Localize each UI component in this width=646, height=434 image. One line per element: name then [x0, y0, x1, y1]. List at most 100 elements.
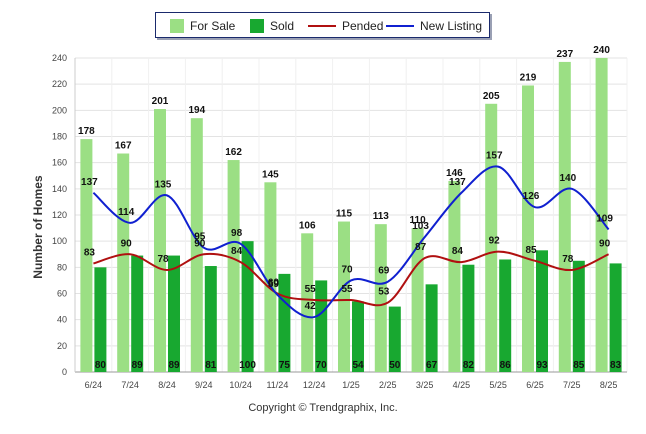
y-tick-label: 20: [57, 341, 67, 351]
bar-for-sale: [227, 160, 240, 372]
copyright-text: Copyright © Trendgraphix, Inc.: [248, 402, 398, 414]
bar-for-sale: [154, 109, 166, 373]
data-label-sold: 80: [95, 360, 107, 371]
data-label-sold: 89: [168, 360, 180, 371]
y-tick-label: 120: [52, 210, 67, 220]
data-label-pended: 90: [194, 238, 206, 249]
legend-item-pended: Pended: [308, 13, 383, 39]
y-tick-label: 160: [52, 158, 67, 168]
bar-for-sale: [485, 103, 498, 373]
data-label-pended: 78: [157, 254, 169, 265]
line-pended: [93, 250, 610, 307]
data-label-sold: 100: [239, 360, 256, 371]
data-label-pended: 55: [341, 284, 353, 295]
bar-for-sale: [558, 61, 571, 373]
y-tick-label: 80: [57, 262, 67, 272]
y-tick-label: 60: [57, 289, 67, 299]
x-tick-label: 7/24: [121, 380, 139, 390]
bar-sold: [499, 259, 512, 372]
y-tick-label: 240: [52, 53, 67, 63]
data-label-sold: 93: [536, 360, 548, 371]
data-label-pended: 85: [525, 245, 537, 256]
x-tick-label: 8/25: [600, 380, 618, 390]
data-label-pended: 84: [452, 246, 464, 257]
data-label-sold: 70: [316, 360, 328, 371]
legend: For Sale Sold Pended New Listing: [155, 12, 490, 38]
y-tick-label: 40: [57, 315, 67, 325]
data-label-for-sale: 205: [483, 91, 500, 102]
data-label-sold: 82: [463, 360, 475, 371]
data-label-pended: 90: [599, 238, 611, 249]
x-tick-label: 1/25: [342, 380, 360, 390]
data-label-for-sale: 115: [336, 209, 353, 220]
data-label-pended: 55: [305, 284, 317, 295]
data-label-new-listing: 140: [559, 173, 576, 184]
data-label-new-listing: 42: [305, 301, 317, 312]
legend-label-sold: Sold: [270, 19, 295, 33]
data-label-for-sale: 178: [78, 126, 95, 137]
data-label-for-sale: 237: [556, 49, 573, 60]
x-tick-label: 12/24: [303, 380, 326, 390]
bar-for-sale: [522, 85, 534, 372]
x-tick-label: 11/24: [266, 380, 288, 390]
data-label-new-listing: 109: [596, 213, 613, 224]
bar-sold: [204, 266, 217, 372]
y-tick-label: 220: [52, 79, 67, 89]
data-label-new-listing: 135: [155, 179, 172, 190]
bar-for-sale: [301, 233, 314, 372]
data-label-pended: 53: [378, 287, 390, 298]
legend-label-pended: Pended: [342, 19, 384, 33]
bar-for-sale: [595, 58, 608, 372]
bar-sold: [388, 306, 401, 372]
data-label-new-listing: 70: [341, 264, 353, 275]
data-label-for-sale: 194: [188, 105, 205, 116]
x-tick-label: 6/25: [526, 380, 544, 390]
data-label-for-sale: 146: [446, 168, 463, 179]
data-label-new-listing: 98: [231, 228, 243, 239]
x-tick-label: 8/24: [158, 380, 176, 390]
data-label-new-listing: 95: [194, 232, 206, 243]
x-tick-label: 9/24: [195, 380, 213, 390]
x-tick-label: 2/25: [379, 380, 397, 390]
y-tick-label: 140: [52, 184, 67, 194]
y-tick-label: 200: [52, 105, 67, 115]
y-axis-title: Number of Homes: [31, 175, 45, 279]
data-label-pended: 87: [415, 242, 427, 253]
data-label-new-listing: 126: [523, 191, 540, 202]
bar-sold: [241, 241, 254, 372]
data-label-pended: 78: [562, 254, 574, 265]
data-label-for-sale: 201: [152, 96, 169, 107]
bar-sold: [168, 255, 180, 372]
bar-for-sale: [448, 180, 461, 372]
legend-item-sold: Sold: [250, 13, 294, 39]
data-label-sold: 54: [352, 360, 364, 371]
x-tick-label: 6/24: [85, 380, 103, 390]
x-tick-label: 7/25: [563, 380, 581, 390]
data-label-sold: 86: [500, 360, 512, 371]
bar-sold: [278, 273, 291, 372]
data-label-pended: 60: [268, 278, 280, 289]
legend-item-new-listing: New Listing: [386, 13, 482, 39]
data-label-sold: 81: [205, 360, 217, 371]
data-label-new-listing: 137: [81, 177, 98, 188]
bar-sold: [352, 301, 364, 372]
x-tick-label: 3/25: [416, 380, 434, 390]
legend-line-new-listing: [386, 25, 414, 27]
bar-for-sale: [264, 182, 277, 372]
legend-swatch-sold: [250, 19, 264, 33]
bar-sold: [425, 284, 438, 372]
bar-for-sale: [117, 153, 130, 372]
data-label-for-sale: 219: [520, 72, 537, 83]
data-label-new-listing: 114: [118, 207, 135, 218]
data-label-sold: 83: [610, 360, 622, 371]
x-tick-label: 5/25: [489, 380, 507, 390]
data-label-new-listing: 103: [412, 221, 429, 232]
y-tick-label: 0: [62, 367, 67, 377]
bar-sold: [315, 280, 328, 372]
y-tick-label: 180: [52, 132, 67, 142]
line-new-listing: [92, 165, 610, 319]
legend-line-pended: [308, 25, 336, 27]
bar-sold: [572, 260, 585, 372]
data-label-for-sale: 145: [262, 169, 279, 180]
y-tick-label: 100: [52, 236, 67, 246]
